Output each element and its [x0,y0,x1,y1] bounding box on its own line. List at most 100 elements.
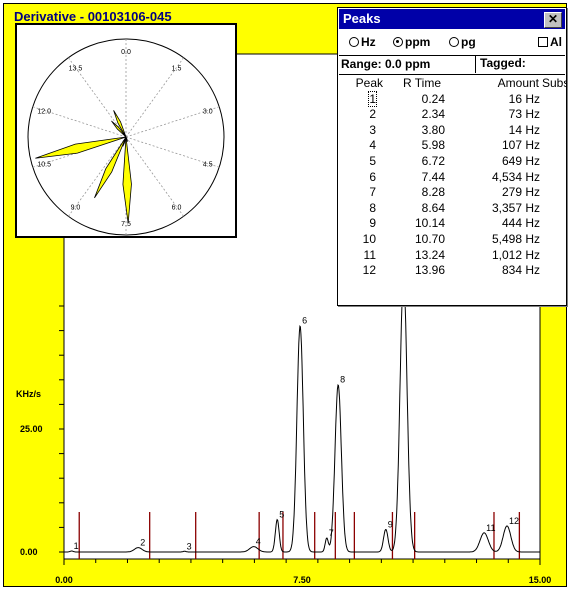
peaks-window[interactable]: Peaks ✕ Hz ppm pg Al Range [337,7,567,306]
column-header-peak[interactable]: Peak [355,76,383,90]
amount-cell: 14 Hz [508,122,540,137]
rtime-cell: 3.80 [421,122,445,137]
close-button[interactable]: ✕ [544,12,562,28]
x-tick-label: 15.00 [529,575,552,585]
peak-label: 6 [302,316,307,326]
radar-spoke [68,57,127,138]
unit-label: ppm [405,35,431,49]
unit-radio-ppm[interactable]: ppm [393,35,430,49]
unit-radio-hz[interactable]: Hz [349,35,376,49]
unit-label: pg [461,35,476,49]
peak-label: 3 [187,541,192,551]
table-row[interactable]: 10 10.70 5,498 Hz [339,232,565,248]
radar-spoke [125,106,220,138]
table-row[interactable]: 7 8.28 279 Hz [339,185,565,201]
rtime-cell: 8.28 [421,185,445,200]
rtime-cell: 0.24 [421,91,445,106]
peak-number-cell: 4 [369,138,376,153]
radio-circle-icon [449,37,459,47]
y-tick-label: 0.00 [20,547,38,557]
table-row[interactable]: 12 13.96 834 Hz [339,263,565,279]
rtime-cell: 8.64 [421,200,445,215]
table-row[interactable]: 6 7.44 4,534 Hz [339,170,565,186]
rtime-cell: 13.96 [414,263,445,278]
chromatogram-trace [64,276,540,553]
peak-number-cell: 1 [368,90,377,107]
x-axis: 0.00 7.50 15.00 [55,559,551,585]
peak-number-cell: 11 [363,247,376,262]
peaks-titlebar[interactable]: Peaks ✕ [339,9,565,29]
unit-radio-pg[interactable]: pg [449,35,476,49]
radar-lobe [111,120,127,138]
peak-number-cell: 8 [369,200,376,215]
table-row[interactable]: 9 10.14 444 Hz [339,216,565,232]
peaks-table-body: 1 0.24 16 Hz 2 2.34 73 Hz 3 3.80 14 Hz 4 5.98 107 H… [339,90,565,279]
tagged-label: Tagged: [480,56,526,70]
radar-spoke [32,106,127,138]
peak-number-cell: 10 [362,231,376,246]
units-selector: Hz ppm pg Al [339,30,565,54]
radar-angle-label: 4.5 [203,162,213,169]
radar-angle-label: 12.0 [37,108,51,115]
chart-title: Derivative - 00103106-045 [14,9,172,24]
amount-cell: 649 Hz [501,153,540,168]
peak-label: 2 [140,538,145,548]
peak-number-cell: 2 [369,107,376,122]
peak-label: 8 [340,375,345,385]
alarm-label: Al [550,35,562,49]
radar-angle-label: 13.5 [69,65,83,72]
radar-spoke [68,136,127,217]
table-row[interactable]: 5 6.72 649 Hz [339,154,565,170]
y-axis-label: KHz/s [16,389,41,399]
table-row[interactable]: 2 2.34 73 Hz [339,107,565,123]
radar-angle-label: 7.5 [121,221,131,228]
peak-label: 7 [329,528,334,538]
radar-angle-label: 1.5 [172,65,182,72]
column-header-rtime[interactable]: R Time [402,76,441,90]
peak-label: 5 [279,510,284,520]
radar-lobe [122,136,132,224]
y-axis: 0.00 25.00 [20,305,64,557]
radar-angle-label: 9.0 [71,205,81,212]
radar-inset[interactable]: 0.0 1.5 3.0 4.5 6.0 7.5 9.0 10.5 12.0 13.5 [15,23,237,238]
peak-number-cell: 6 [369,169,376,184]
unit-label: Hz [361,35,376,49]
peaks-window-title: Peaks [343,11,381,26]
rtime-cell: 6.72 [421,153,445,168]
table-row[interactable]: 4 5.98 107 Hz [339,138,565,154]
peaks-table[interactable]: Peak R Time Amount Substa 1 0.24 16 Hz 2 2.3… [339,76,566,279]
close-icon: ✕ [547,12,559,26]
radar-angle-label: 0.0 [121,49,131,56]
peak-label: 12 [509,516,519,526]
peak-label: 11 [486,523,495,533]
peak-label: 9 [388,519,393,529]
table-row[interactable]: 8 8.64 3,357 Hz [339,201,565,217]
peak-number-cell: 12 [362,263,376,278]
amount-cell: 279 Hz [501,185,540,200]
radar-spoke [125,136,184,217]
table-row[interactable]: 1 0.24 16 Hz [339,90,565,108]
table-row[interactable]: 3 3.80 14 Hz [339,123,565,139]
amount-cell: 16 Hz [508,91,540,106]
amount-cell: 1,012 Hz [491,247,540,262]
column-header-substance[interactable]: Substa [542,76,566,90]
x-tick-label: 0.00 [55,575,73,585]
tagged-field[interactable]: Tagged: [475,56,565,73]
amount-cell: 5,498 Hz [491,231,540,246]
column-header-amount[interactable]: Amount [497,76,539,90]
table-row[interactable]: 11 13.24 1,012 Hz [339,248,565,264]
peak-label: 1 [74,541,79,551]
peak-number-cell: 5 [369,153,376,168]
rtime-cell: 10.14 [414,216,445,231]
peak-number-cell: 7 [369,185,376,200]
alarm-checkbox[interactable]: Al [538,35,562,49]
peaks-table-header: Peak R Time Amount Substa [339,76,566,92]
x-tick-label: 7.50 [293,575,311,585]
radar-angle-label: 10.5 [37,162,51,169]
rtime-cell: 7.44 [421,169,445,184]
rtime-cell: 10.70 [414,231,445,246]
radar-angle-label: 6.0 [172,205,182,212]
range-label: Range: 0.0 ppm [341,57,431,71]
radio-circle-icon [349,37,359,47]
